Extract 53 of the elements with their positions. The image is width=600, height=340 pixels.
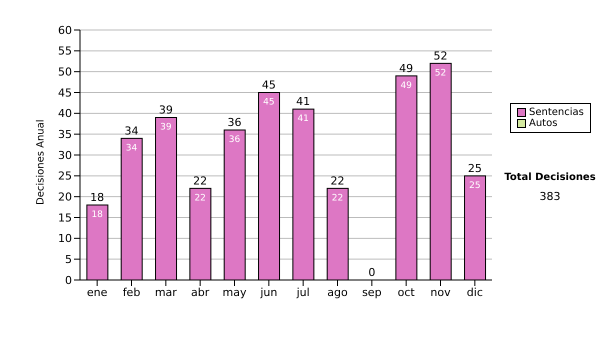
- x-tick-label: feb: [122, 286, 140, 299]
- data-label: 34: [126, 143, 138, 154]
- y-tick-label: 25: [58, 170, 72, 183]
- y-tick-label: 50: [58, 66, 72, 79]
- total-label: 34: [124, 124, 138, 138]
- total-label: 18: [90, 191, 104, 204]
- y-tick-label: 10: [58, 232, 72, 246]
- total-label: 41: [296, 95, 310, 108]
- total-label: 49: [399, 62, 414, 75]
- y-tick-label: 0: [65, 274, 72, 287]
- y-tick-label: 45: [58, 86, 72, 100]
- data-label: 39: [160, 122, 172, 132]
- y-tick-label: 20: [58, 190, 72, 204]
- y-tick-label: 30: [58, 148, 72, 162]
- total-label: 22: [193, 174, 208, 188]
- data-label: 49: [400, 80, 412, 91]
- x-tick-label: ene: [86, 286, 108, 299]
- total-label: 22: [330, 174, 344, 188]
- x-tick-label: jun: [259, 286, 278, 299]
- text: 383: [538, 190, 562, 203]
- data-label: 25: [469, 180, 481, 191]
- x-tick-label: oct: [398, 286, 416, 299]
- x-tick-label: jul: [296, 286, 310, 299]
- total-label: 0: [368, 266, 376, 279]
- x-tick-label: ago: [327, 286, 348, 299]
- y-tick-label: 55: [58, 44, 72, 58]
- total-label: 39: [158, 104, 173, 116]
- x-tick-label: dic: [466, 286, 483, 299]
- y-tick-label: 40: [58, 107, 72, 120]
- x-tick-label: nov: [430, 286, 452, 299]
- data-label: 36: [228, 135, 240, 145]
- data-label: 18: [91, 210, 104, 220]
- total-label: 52: [434, 49, 448, 62]
- y-axis-title: Decisiones Anual: [36, 119, 47, 205]
- y-tick-label: 5: [65, 253, 72, 266]
- y-tick-label: 15: [58, 211, 72, 224]
- x-tick-label: mar: [154, 286, 178, 299]
- total-label: 36: [228, 116, 242, 129]
- total-label: 25: [468, 162, 482, 175]
- y-tick-label: 35: [58, 128, 72, 142]
- legend-label: Autos: [529, 118, 558, 129]
- data-label: 22: [194, 193, 206, 204]
- y-tick-label: 60: [58, 24, 72, 37]
- legend-label: Sentencias: [529, 107, 584, 118]
- total-label: 45: [262, 78, 276, 92]
- data-label: 52: [434, 68, 446, 78]
- data-label: 22: [332, 193, 344, 204]
- x-tick-label: may: [222, 286, 247, 299]
- text: Total Decisiones: [503, 172, 597, 183]
- x-tick-label: abr: [191, 286, 210, 299]
- data-label: 41: [297, 114, 309, 124]
- data-label: 45: [263, 98, 275, 108]
- x-tick-label: sep: [362, 286, 382, 299]
